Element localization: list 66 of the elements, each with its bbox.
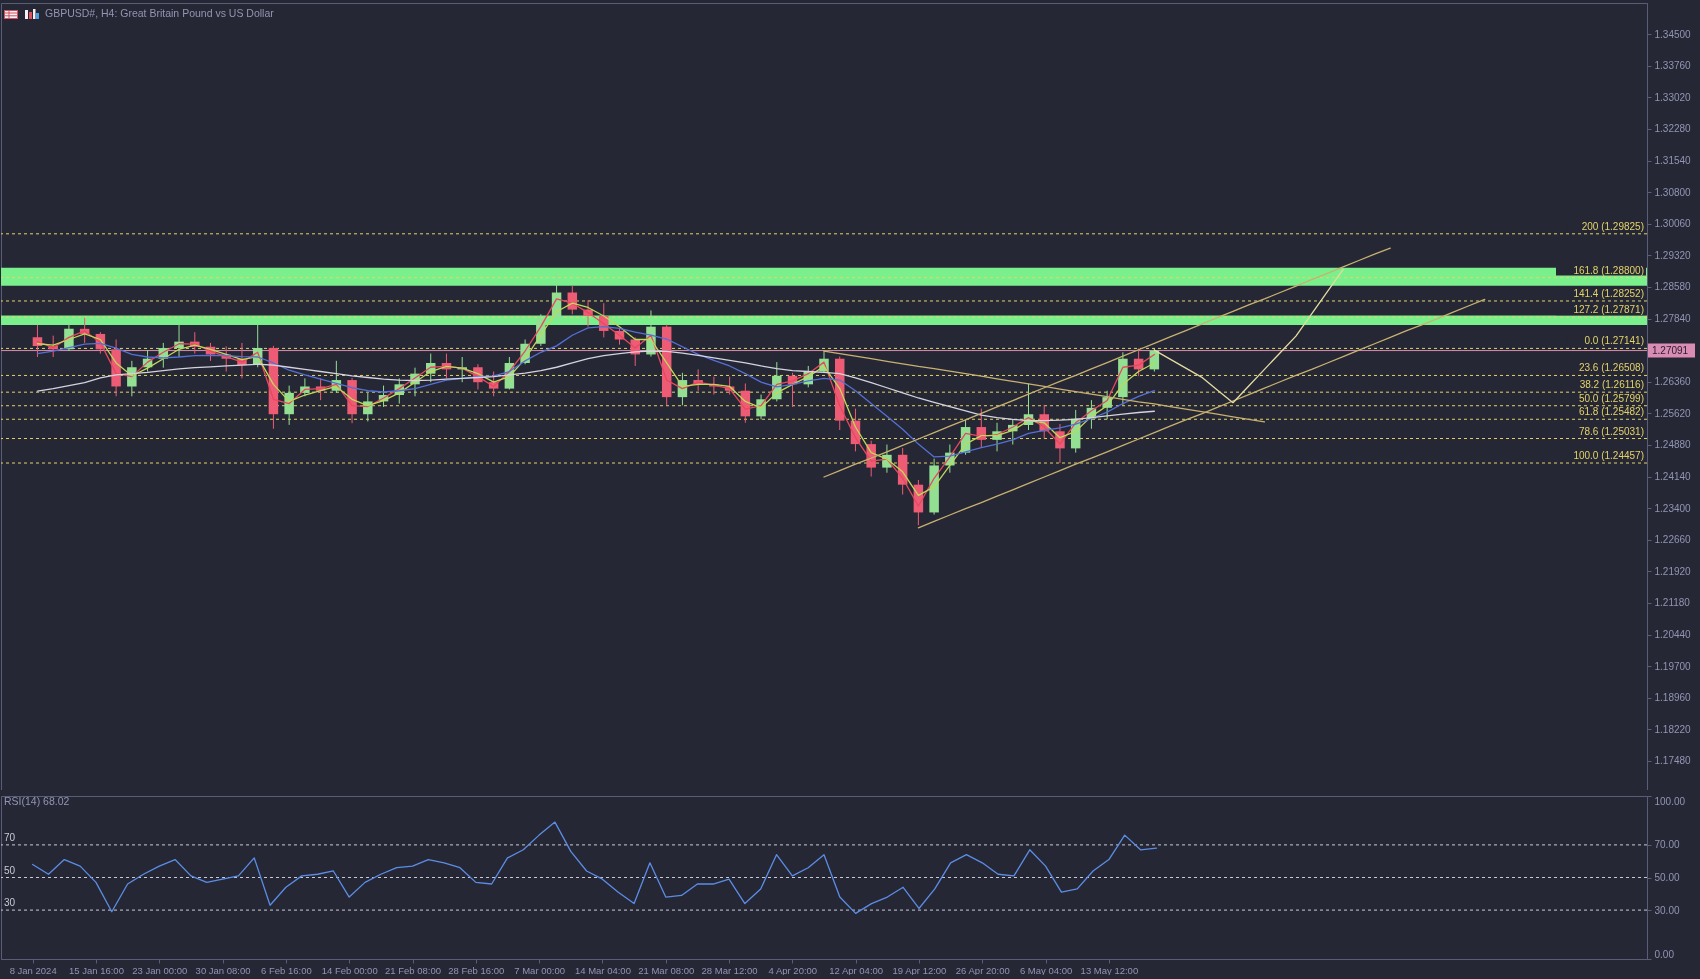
y-tick-label: 1.24880 (1654, 439, 1692, 451)
x-tick-label: 7 Mar 00:00 (514, 964, 565, 976)
x-tick-label: 8 Jan 2024 (9, 964, 57, 976)
y-tick-label: 1.29320 (1654, 249, 1692, 261)
x-tick-label: 21 Feb 08:00 (385, 964, 441, 976)
y-tick-label: 1.26360 (1654, 376, 1692, 388)
ref-line-label: 38.2 (1.26116) (1579, 379, 1644, 391)
ref-line-label: 30 (4, 897, 16, 909)
x-tick-label: 19 Apr 12:00 (892, 964, 947, 976)
y-tick-label: 30.00 (1654, 904, 1680, 916)
x-tick-label: 30 Jan 08:00 (195, 964, 251, 976)
y-tick-label: 1.30060 (1654, 218, 1692, 230)
y-tick-label: 1.20440 (1654, 629, 1692, 641)
y-tick-label: 1.24140 (1654, 471, 1692, 483)
x-tick-label: 14 Mar 04:00 (574, 964, 631, 976)
ref-line-label: 127.2 (1.27871) (1573, 304, 1644, 316)
chart-title: GBPUSD#, H4: Great Britain Pound vs US Dollar (45, 6, 275, 19)
line-series (1153, 268, 1344, 404)
y-tick-label: 50.00 (1654, 872, 1680, 883)
y-tick-label: 1.33760 (1654, 60, 1692, 72)
y-tick-label: 1.27840 (1654, 313, 1692, 325)
ref-line-label: 141.4 (1.28252) (1573, 287, 1644, 299)
y-tick-label: 1.18220 (1654, 723, 1692, 735)
ref-line-label: 1.27091 (1652, 344, 1689, 356)
ref-line-label: 0.0 (1.27141) (1584, 335, 1644, 347)
x-tick-label: 28 Feb 16:00 (448, 964, 505, 976)
x-tick-label: 14 Feb 00:00 (321, 964, 378, 976)
x-tick-label: 28 Mar 12:00 (701, 964, 758, 976)
y-tick-label: 1.34500 (1654, 28, 1692, 40)
y-tick-label: 1.25620 (1654, 407, 1692, 419)
x-tick-label: 21 Mar 08:00 (638, 964, 695, 976)
x-tick-label: 13 May 12:00 (1080, 964, 1139, 976)
ref-line-label: 78.6 (1.25031) (1578, 425, 1644, 437)
y-tick-label: 0.00 (1654, 948, 1675, 960)
y-tick-label: 1.22660 (1654, 534, 1692, 546)
ref-line-label: 100.0 (1.24457) (1573, 450, 1644, 462)
y-tick-label: 1.18960 (1654, 692, 1692, 704)
y-tick-label: 70.00 (1654, 839, 1680, 851)
ref-line-label: 23.6 (1.26508) (1578, 362, 1644, 374)
x-tick-label: 26 Apr 20:00 (955, 964, 1010, 976)
chart-title: RSI(14) 68.02 (4, 795, 70, 807)
y-tick-label: 1.21180 (1654, 597, 1691, 609)
ref-line-label: 200 (1.29825) (1581, 220, 1644, 232)
y-tick-label: 1.19700 (1654, 660, 1692, 672)
x-tick-label: 23 Jan 00:00 (132, 964, 188, 976)
candlestick (284, 385, 294, 426)
y-tick-label: 100.00 (1654, 795, 1686, 807)
y-tick-label: 1.31540 (1654, 155, 1692, 167)
x-tick-label: 12 Apr 04:00 (829, 964, 884, 976)
y-tick-label: 1.30800 (1654, 186, 1692, 198)
ref-line-label: 61.8 (1.25482) (1578, 406, 1644, 418)
ref-line-label: 70 (4, 831, 16, 843)
y-tick-label: 1.32280 (1654, 123, 1692, 135)
y-tick-label: 1.21920 (1654, 565, 1692, 577)
x-tick-label: 6 Feb 16:00 (261, 964, 312, 976)
x-tick-label: 6 May 04:00 (1019, 964, 1073, 976)
ref-line-label: 50 (4, 864, 16, 876)
y-tick-label: 1.28580 (1654, 281, 1692, 293)
y-tick-label: 1.23400 (1654, 502, 1692, 514)
line-series (823, 247, 1391, 478)
x-tick-label: 15 Jan 16:00 (68, 964, 124, 976)
ref-line-label: 50.0 (1.25799) (1578, 392, 1644, 404)
ref-line-label: 161.8 (1.28800) (1573, 264, 1644, 276)
y-tick-label: 1.33020 (1654, 91, 1692, 103)
y-tick-label: 1.17480 (1654, 755, 1692, 767)
x-tick-label: 4 Apr 20:00 (768, 964, 818, 976)
